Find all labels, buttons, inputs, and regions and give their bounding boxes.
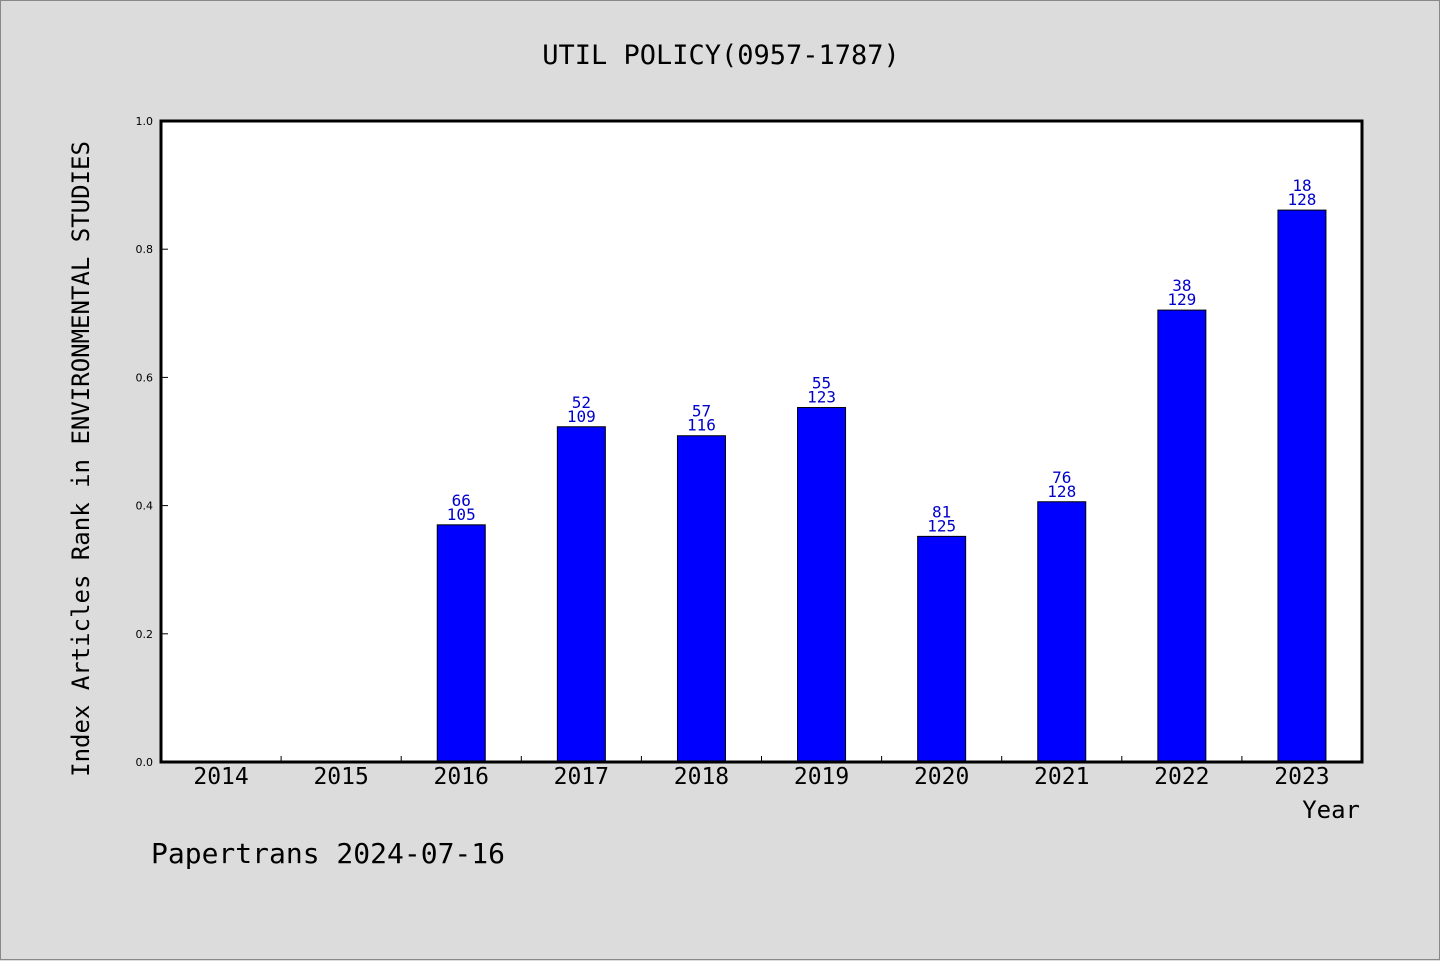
ticks-group: 0.0 0.2 0.4 0.6 0.8 1.0 2014 2015 2016 2017 2018 20…	[136, 115, 1330, 790]
bar-label-top: 55	[812, 374, 831, 393]
bar-2021	[1037, 501, 1087, 763]
bar-label-bottom: 128	[1047, 482, 1076, 501]
footer-text: Papertrans 2024-07-16	[151, 837, 505, 870]
x-tick-label: 2020	[914, 764, 969, 790]
bar-2023	[1277, 209, 1327, 763]
x-tick-label: 2018	[674, 764, 729, 790]
bar-label-bottom: 109	[567, 407, 596, 426]
x-tick-label: 2017	[554, 764, 609, 790]
bar-label-top: 52	[572, 393, 591, 412]
x-tick-label: 2016	[434, 764, 489, 790]
bar-2018	[676, 435, 726, 763]
bar-label-top: 66	[452, 491, 471, 510]
bar-label-bottom: 105	[447, 505, 476, 524]
y-tick-label: 0.4	[136, 500, 154, 513]
y-axis-title: Index Articles Rank in ENVIRONMENTAL STU…	[67, 141, 95, 777]
bar-label-top: 81	[932, 502, 951, 521]
x-tick-label: 2019	[794, 764, 849, 790]
y-tick-label: 1.0	[136, 115, 154, 128]
bar-2022	[1157, 309, 1207, 763]
bar-label-top: 57	[692, 402, 711, 421]
y-tick-label: 0.0	[136, 756, 154, 769]
x-tick-label: 2023	[1274, 764, 1329, 790]
bar-label-top: 38	[1172, 276, 1191, 295]
y-tick-label: 0.8	[136, 243, 154, 256]
bar-2016	[436, 524, 486, 763]
bar-label-top: 18	[1292, 176, 1311, 195]
x-tick-label: 2021	[1034, 764, 1089, 790]
bar-label-bottom: 116	[687, 416, 716, 435]
chart-title: UTIL POLICY(0957-1787)	[542, 40, 900, 71]
x-tick-label: 2022	[1154, 764, 1209, 790]
x-axis-title: Year	[1302, 796, 1360, 824]
bar-label-top: 76	[1052, 468, 1071, 487]
bar-label-bottom: 128	[1287, 190, 1316, 209]
bar-2017	[556, 426, 606, 763]
x-tick-label: 2014	[193, 764, 248, 790]
bar-label-bottom: 129	[1167, 290, 1196, 309]
bar-2020	[917, 535, 967, 763]
x-tick-label: 2015	[313, 764, 368, 790]
bar-2019	[797, 407, 847, 763]
y-tick-label: 0.2	[136, 628, 154, 641]
bar-label-bottom: 123	[807, 388, 836, 407]
bar-label-bottom: 125	[927, 516, 956, 535]
plot-frame	[159, 119, 1364, 764]
y-tick-label: 0.6	[136, 371, 154, 384]
